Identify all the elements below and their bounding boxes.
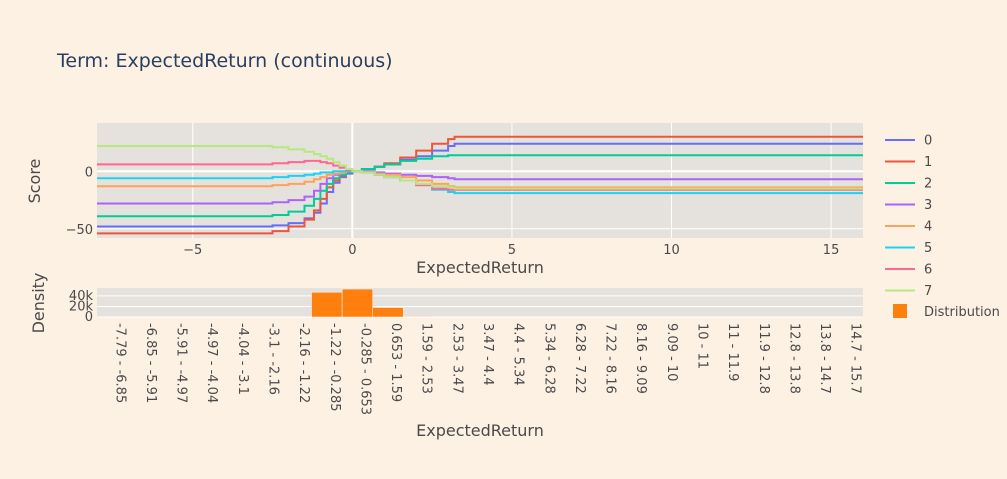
score-x-axis-title: ExpectedReturn: [416, 258, 544, 277]
category-tick-label: -1.22 - -0.285: [327, 323, 342, 412]
legend[interactable]: 0 1 2 3 4 5 6 7 Distribution: [885, 134, 1000, 321]
category-tick-label: -5.91 - -4.97: [174, 323, 189, 403]
category-tick-label: 4.4 - 5.34: [511, 323, 526, 386]
score-series: [97, 135, 863, 235]
legend-label: 6: [924, 263, 932, 278]
density-bar: [372, 307, 404, 318]
category-tick-label: 9.09 - 10: [664, 323, 679, 381]
legend-item-4[interactable]: 4: [885, 220, 932, 235]
legend-item-7[interactable]: 7: [885, 284, 932, 299]
legend-label: Distribution: [924, 305, 1000, 320]
x-tick-label: 5: [508, 243, 516, 258]
category-tick-label: -3.1 - -2.16: [266, 323, 281, 395]
legend-label: 0: [924, 134, 932, 149]
density-bar: [311, 291, 343, 318]
legend-swatch: [893, 304, 907, 318]
density-x-ticks: -7.79 - -6.85 -6.85 - -5.91 -5.91 - -4.97-…: [112, 323, 862, 415]
x-tick-label: 10: [663, 243, 680, 258]
legend-item-6[interactable]: 6: [885, 263, 932, 278]
category-tick-label: 6.28 - 7.22: [572, 323, 587, 394]
category-tick-label: -0.285 - 0.653: [357, 323, 372, 415]
score-plot: −5 0 5 10 15 −500 ExpectedReturn Score: [25, 123, 863, 277]
legend-item-5[interactable]: 5: [885, 241, 932, 256]
density-y-tick-label: 40k: [69, 289, 94, 304]
density-gridlines: [97, 295, 863, 318]
density-plot-background: [97, 288, 863, 317]
category-tick-label: -7.79 - -6.85: [112, 323, 127, 403]
legend-label: 1: [924, 155, 932, 170]
chart-title: Term: ExpectedReturn (continuous): [56, 50, 393, 72]
legend-item-2[interactable]: 2: [885, 177, 932, 192]
category-tick-label: 12.8 - 13.8: [786, 323, 801, 394]
legend-label: 2: [924, 177, 932, 192]
category-tick-label: 14.7 - 15.7: [848, 323, 863, 394]
x-tick-label: −5: [183, 243, 202, 258]
category-tick-label: 10 - 11: [694, 323, 709, 369]
category-tick-label: 7.22 - 8.16: [603, 323, 618, 394]
series-line-7: [97, 145, 863, 190]
category-tick-label: 8.16 - 9.09: [633, 323, 648, 394]
legend-label: 7: [924, 284, 932, 299]
y-tick-label: −50: [66, 223, 93, 238]
category-tick-label: -6.85 - -5.91: [143, 323, 158, 403]
y-tick-label: 0: [85, 165, 93, 180]
category-tick-label: 11 - 11.9: [725, 323, 740, 381]
density-bars: [311, 288, 465, 318]
density-bar: [341, 288, 374, 318]
category-tick-label: 0.653 - 1.59: [388, 323, 403, 402]
series-line-2: [97, 154, 863, 218]
category-tick-label: 3.47 - 4.4: [480, 323, 495, 386]
score-x-ticks: −5 0 5 10 15: [183, 243, 839, 258]
legend-item-1[interactable]: 1: [885, 155, 932, 170]
density-y-axis-title: Density: [29, 273, 48, 334]
legend-label: 5: [924, 241, 932, 256]
score-y-ticks: −50 0: [66, 165, 93, 238]
x-tick-label: 15: [823, 243, 840, 258]
category-tick-label: -4.97 - -4.04: [204, 323, 219, 403]
x-tick-label: 0: [348, 243, 356, 258]
category-tick-label: -2.16 - -1.22: [296, 323, 311, 403]
density-y-tick-label: 0: [85, 310, 93, 325]
density-bar: [403, 316, 435, 318]
density-y-tick-label: 20k: [69, 299, 94, 314]
legend-item-0[interactable]: 0: [885, 134, 932, 149]
legend-label: 4: [924, 220, 932, 235]
category-tick-label: 5.34 - 6.28: [541, 323, 556, 394]
score-gridlines: [97, 123, 863, 238]
density-plot: -7.79 - -6.85 -6.85 - -5.91 -5.91 - -4.97-…: [29, 273, 863, 440]
legend-label: 3: [924, 198, 932, 213]
category-tick-label: 2.53 - 3.47: [449, 323, 464, 394]
score-y-axis-title: Score: [25, 159, 44, 204]
category-tick-label: -4.04 - -3.1: [235, 323, 250, 395]
category-tick-label: 1.59 - 2.53: [419, 323, 434, 394]
score-plot-background: [97, 123, 863, 238]
density-x-axis-title: ExpectedReturn: [416, 421, 544, 440]
legend-item-3[interactable]: 3: [885, 198, 932, 213]
category-tick-label: 13.8 - 14.7: [817, 323, 832, 394]
legend-item-distribution[interactable]: Distribution: [893, 304, 1000, 320]
category-tick-label: 11.9 - 12.8: [756, 323, 771, 394]
